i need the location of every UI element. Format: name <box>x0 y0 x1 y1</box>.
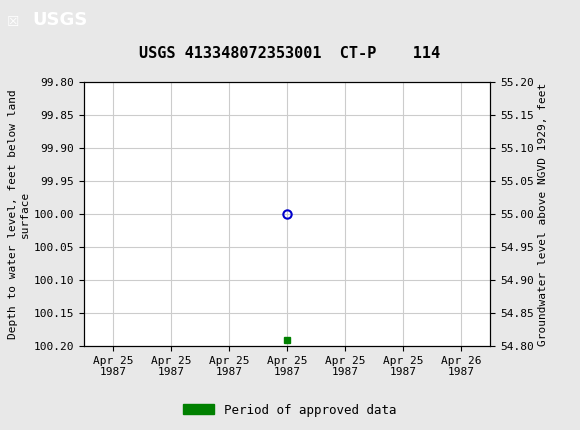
Text: USGS: USGS <box>32 12 87 29</box>
Text: ☒: ☒ <box>7 10 20 31</box>
Y-axis label: Depth to water level, feet below land
surface: Depth to water level, feet below land su… <box>8 89 30 339</box>
Y-axis label: Groundwater level above NGVD 1929, feet: Groundwater level above NGVD 1929, feet <box>538 82 548 346</box>
Text: USGS 413348072353001  CT-P    114: USGS 413348072353001 CT-P 114 <box>139 46 441 61</box>
Legend: Period of approved data: Period of approved data <box>178 399 402 421</box>
